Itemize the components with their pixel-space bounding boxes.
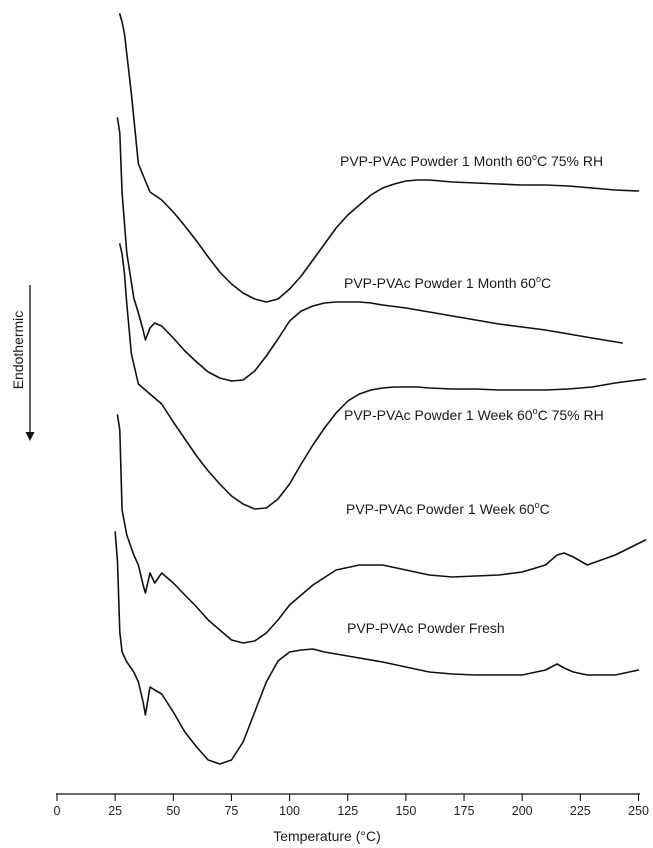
series-line-3: [119, 243, 647, 510]
endothermic-arrow-head: [25, 432, 35, 441]
y-axis-title: Endothermic: [10, 311, 26, 390]
x-tick-label-225: 225: [570, 804, 591, 818]
x-tick-label-250: 250: [628, 804, 649, 818]
x-tick-label-100: 100: [279, 804, 300, 818]
y-axis-indicator: Endothermic: [10, 285, 35, 441]
series-labels-layer: PVP-PVAc Powder 1 Month 60oC 75% RH PVP-P…: [340, 152, 604, 636]
x-tick-label-150: 150: [395, 804, 416, 818]
series-line-2: [116, 117, 623, 382]
x-tick-label-50: 50: [166, 804, 180, 818]
series-label-3: PVP-PVAc Powder 1 Week 60oC 75% RH: [344, 406, 604, 423]
series-label-2: PVP-PVAc Powder 1 Month 60oC: [344, 274, 551, 291]
x-tick-label-75: 75: [224, 804, 238, 818]
x-tick-label-0: 0: [54, 804, 61, 818]
x-tick-label-125: 125: [337, 804, 358, 818]
x-axis: 0 25 50 75 100 125 150 175 200 225 250: [54, 793, 649, 818]
series-line-1: [119, 13, 640, 303]
series-line-5: [114, 531, 640, 765]
series-label-5: PVP-PVAc Powder Fresh: [347, 620, 505, 636]
series-label-1: PVP-PVAc Powder 1 Month 60oC 75% RH: [340, 152, 603, 169]
curves-layer: [114, 13, 647, 765]
series-label-4: PVP-PVAc Powder 1 Week 60oC: [346, 500, 550, 517]
x-tick-label-200: 200: [512, 804, 533, 818]
series-line-4: [116, 414, 647, 644]
x-tick-label-25: 25: [108, 804, 122, 818]
x-tick-label-175: 175: [454, 804, 475, 818]
x-axis-ticks: 0 25 50 75 100 125 150 175 200 225 250: [54, 794, 649, 818]
x-axis-title: Temperature (°C): [273, 828, 381, 844]
